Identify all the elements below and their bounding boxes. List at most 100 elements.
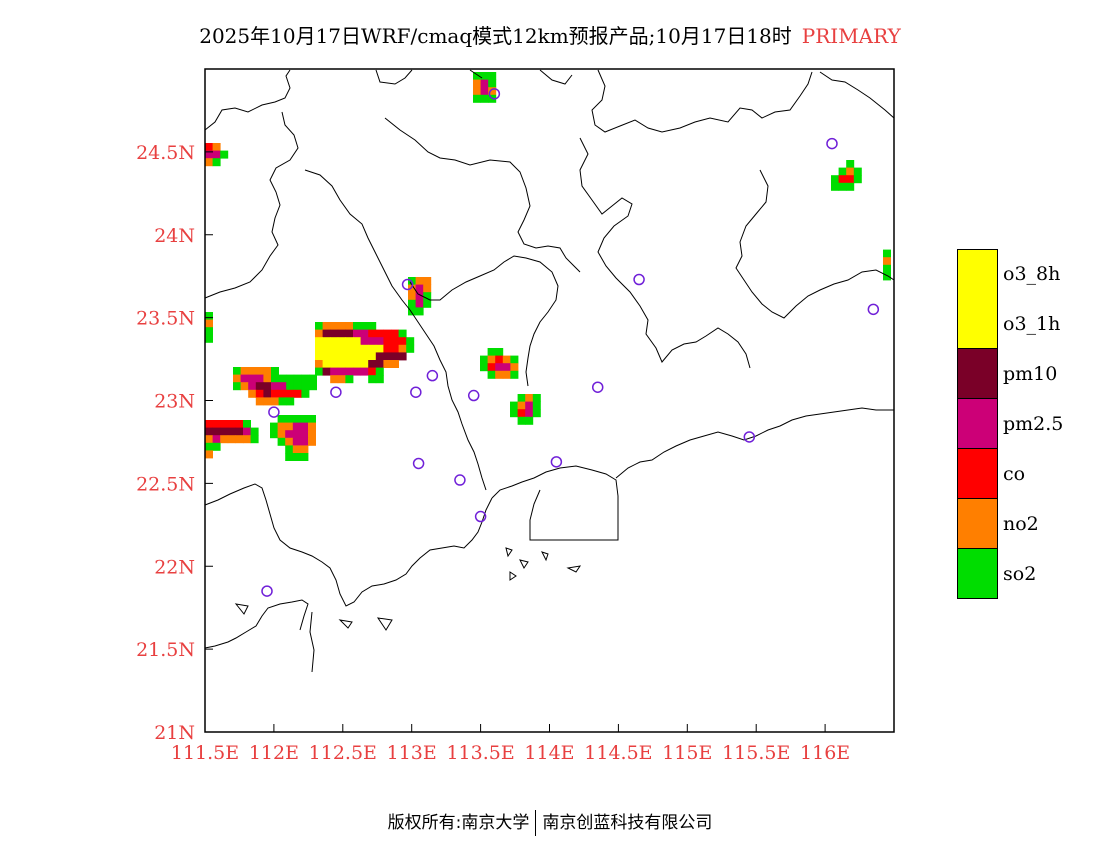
pollutant-cell <box>315 367 323 376</box>
pollutant-cell <box>263 389 272 398</box>
pollutant-cell <box>330 329 339 338</box>
pollutant-cell <box>525 409 534 418</box>
pollutant-cell <box>391 337 399 346</box>
pollutant-cell <box>353 337 361 346</box>
pollutant-cell <box>263 367 272 375</box>
pollutant-cell <box>292 453 301 461</box>
pollutant-cell <box>525 401 534 410</box>
pollutant-cell <box>510 401 518 410</box>
pollutant-cell <box>353 329 361 338</box>
pollutant-cell <box>368 352 377 361</box>
pollutant-cell <box>278 374 287 383</box>
pollutant-cell <box>838 182 847 191</box>
y-tick-label: 23N <box>154 391 195 413</box>
pollutant-cell <box>337 352 346 361</box>
pollutant-cell <box>250 427 259 436</box>
pollutant-cell <box>205 158 213 167</box>
x-tick-label: 115E <box>662 742 712 764</box>
pollutant-cell <box>212 442 221 451</box>
pollutant-cell <box>345 322 354 330</box>
y-tick-label: 21.5N <box>136 639 195 661</box>
pollutant-cell <box>368 329 377 338</box>
pollutant-cell <box>488 87 497 96</box>
islands <box>234 547 582 631</box>
station-marker <box>467 389 480 402</box>
pollutant-cell <box>423 292 432 301</box>
pollutant-cell <box>271 382 279 391</box>
pollutant-cell <box>375 375 384 384</box>
pollutant-cell <box>220 420 229 428</box>
pollutant-cell <box>487 363 496 372</box>
pollutant-cell <box>212 150 221 159</box>
pollutant-cell <box>480 87 489 96</box>
x-tick-label: 115.5E <box>722 742 790 764</box>
pollutant-cell <box>495 363 504 372</box>
map-title: 2025年10月17日WRF/cmaq模式12km预报产品;10月17日18时 P… <box>0 20 1100 49</box>
pollutant-cell <box>345 344 354 353</box>
pollutant-cell <box>353 367 361 376</box>
pollutant-cell <box>517 416 526 425</box>
pollutant-cell <box>308 430 316 439</box>
pollutant-cells <box>205 72 891 461</box>
pollutant-cell <box>423 277 432 285</box>
pollutant-cell <box>243 427 251 436</box>
pollutant-cell <box>353 352 361 361</box>
station-marker <box>410 386 422 398</box>
pollutant-cell <box>383 329 392 338</box>
pollutant-cell <box>330 337 339 346</box>
x-tick-label: 111.5E <box>171 742 239 764</box>
station-marker <box>474 510 487 523</box>
pollutant-cell <box>301 374 310 383</box>
pollutant-cell <box>846 175 855 184</box>
pollutant-cell <box>368 337 377 346</box>
pollutant-cell <box>846 167 855 176</box>
pollutant-cell <box>495 370 504 379</box>
pollutant-cell <box>480 79 489 88</box>
x-axis-ticks: 111.5E 112E 112.5E 113E 113.5E 114E 114.5E 115E… <box>171 724 850 764</box>
pollutant-cell <box>300 422 309 431</box>
pollutant-cell <box>220 150 229 159</box>
pollutant-cell <box>248 389 257 398</box>
pollutant-cell <box>383 344 392 353</box>
pollutant-cell <box>308 422 316 431</box>
pollutant-cell <box>525 416 534 425</box>
pollutant-cell <box>502 370 511 379</box>
pollutant-cell <box>368 360 377 368</box>
pollutant-cell <box>391 329 399 338</box>
station-marker <box>426 369 439 382</box>
pollutant-cell <box>853 175 862 184</box>
pollutant-cell <box>360 344 369 353</box>
pollutant-cell <box>308 415 316 423</box>
pollutant-cell <box>250 435 259 444</box>
station-marker <box>867 303 880 316</box>
pollutant-cell <box>488 72 497 80</box>
pollutant-cell <box>235 427 244 436</box>
station-marker <box>330 386 342 398</box>
pollutant-cell <box>322 329 331 338</box>
pollutant-cell <box>337 322 346 330</box>
pollutant-cell <box>337 367 346 376</box>
legend-label: o3_8h <box>1003 263 1061 285</box>
y-tick-label: 21N <box>154 722 195 744</box>
pollutant-cell <box>248 367 257 375</box>
pollutant-cell <box>205 450 213 459</box>
station-marker <box>261 585 273 597</box>
pollutant-cell <box>415 284 424 293</box>
pollutant-cell <box>292 437 301 446</box>
pollutant-cell <box>423 299 432 308</box>
legend-swatch <box>957 349 998 399</box>
station-marker <box>550 456 563 468</box>
pollutant-cell <box>473 87 481 96</box>
pollutant-cell <box>398 337 407 346</box>
coast-east <box>491 407 894 541</box>
pollutant-cell <box>278 389 287 398</box>
pollutant-cell <box>271 367 279 375</box>
pollutant-cell <box>270 430 278 439</box>
pollutant-cell <box>243 435 251 444</box>
pollutant-cell <box>495 355 504 364</box>
pollutant-cell <box>883 272 891 281</box>
pollutant-cell <box>345 329 354 338</box>
pollutant-cell <box>308 437 316 446</box>
pollutant-cell <box>286 397 295 406</box>
pollutant-cell <box>337 360 346 368</box>
